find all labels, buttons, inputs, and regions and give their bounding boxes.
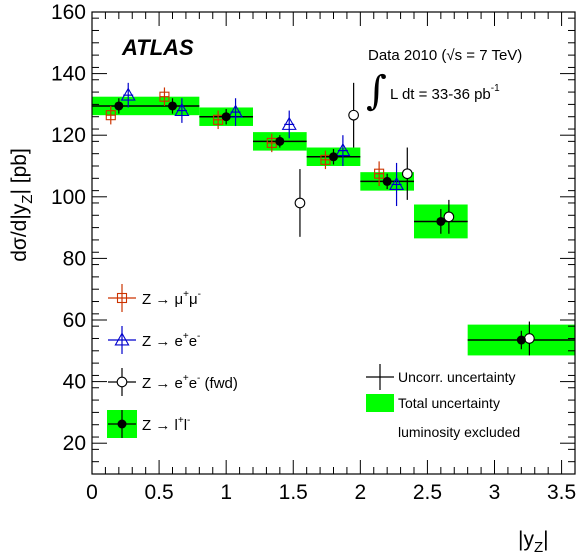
legend-uncorr-label: Uncorr. uncertainty — [398, 369, 516, 385]
filled-circle-marker — [516, 335, 526, 345]
open-circle-marker — [443, 211, 455, 223]
luminosity-text: L dt = 33-36 pb — [390, 86, 491, 103]
y-tick-label: 40 — [63, 371, 86, 394]
legend-label-main: Z → e — [142, 375, 183, 392]
x-tick-label: 0 — [86, 481, 98, 504]
y-tick-label: 20 — [63, 432, 86, 455]
legend-lumi-label: luminosity excluded — [398, 424, 520, 440]
y-tick-label: 60 — [63, 309, 86, 332]
x-axis-title-sub: Z — [534, 539, 543, 556]
integral-symbol: ∫ — [366, 68, 387, 114]
x-tick-label: 1 — [220, 481, 232, 504]
y-axis-title-sub: Z — [19, 195, 36, 204]
open-square-marker — [105, 110, 116, 121]
open-circle-marker — [116, 376, 128, 388]
x-tick-label: 3.5 — [547, 481, 576, 504]
x-tick-label: 2.5 — [413, 481, 442, 504]
legend-label-suffix: (fwd) — [200, 375, 238, 392]
filled-circle-marker — [168, 101, 177, 111]
y-tick-label: 160 — [51, 1, 86, 24]
legend-label: Z → μ+μ- — [142, 289, 201, 308]
legend-label: Z → e+e- — [142, 331, 200, 350]
axis-ticks: 0 0.5 1 1.5 2 2.5 3 3.5 20 40 60 80 100 120 140 160 — [51, 1, 576, 504]
legend-label-mid: l — [184, 417, 187, 434]
open-triangle-marker — [281, 116, 297, 130]
legend-total-swatch — [366, 394, 394, 412]
open-triangle-marker — [228, 104, 244, 118]
y-tick-label: 120 — [51, 124, 86, 147]
filled-circle-marker — [329, 152, 338, 162]
open-square-marker — [213, 114, 224, 125]
x-axis-title-end: | — [543, 528, 548, 551]
legend-label-mid: e — [189, 375, 197, 392]
legend-label-main: Z → e — [142, 333, 183, 350]
open-circle-marker — [348, 109, 359, 121]
x-tick-label: 2 — [354, 481, 366, 504]
data-annotation: Data 2010 (√s = 7 TeV) — [368, 47, 522, 64]
legend-label-main: Z → l — [142, 417, 178, 434]
legend-label: Z → l+l- — [142, 415, 190, 434]
open-triangle-marker — [174, 102, 190, 117]
y-tick-label: 100 — [51, 186, 86, 209]
y-tick-label: 140 — [51, 63, 86, 86]
x-axis-title: |yZ| — [518, 528, 549, 556]
open-square-marker — [374, 168, 385, 179]
legend-label-sup: + — [183, 373, 189, 384]
open-triangle-marker — [120, 87, 136, 101]
legend-label-sup: - — [187, 415, 190, 426]
legend-label-mid: μ — [189, 291, 198, 308]
legend-label-sup: - — [197, 331, 200, 342]
y-tick-label: 80 — [63, 247, 86, 270]
y-axis-title-end: | [pb] — [8, 148, 31, 194]
experiment-label: ATLAS — [121, 35, 194, 60]
open-square-marker — [116, 292, 128, 304]
x-tick-label: 1.5 — [279, 481, 308, 504]
data-points — [105, 82, 535, 356]
open-triangle-marker — [389, 176, 405, 190]
plot-frame — [91, 11, 576, 475]
open-circle-marker — [401, 168, 413, 180]
y-axis-title: dσ/d|yZ| [pb] — [8, 148, 36, 262]
filled-circle-marker — [221, 112, 231, 122]
legend-label-sup: + — [178, 415, 184, 426]
legend-label-sup: + — [183, 289, 189, 300]
open-triangle-marker — [335, 142, 351, 157]
open-triangle-marker — [114, 332, 130, 346]
filled-circle-marker — [275, 136, 285, 146]
legend-label-sup: - — [197, 373, 200, 384]
legend-label-sup: + — [183, 331, 189, 342]
filled-circle-marker — [114, 101, 124, 111]
legend-total-label: Total uncertainty — [398, 395, 500, 411]
filled-circle-marker — [382, 176, 392, 186]
filled-circle-marker — [117, 419, 127, 429]
open-square-marker — [320, 154, 331, 165]
legend-label-main: Z → μ — [142, 291, 183, 308]
legend-label: Z → e+e- (fwd) — [142, 373, 238, 392]
luminosity-sup: -1 — [491, 83, 500, 94]
legend-label-sup: - — [198, 289, 201, 300]
open-circle-marker — [524, 333, 535, 344]
filled-circle-marker — [436, 216, 446, 226]
x-tick-label: 0.5 — [144, 481, 173, 504]
open-circle-marker — [294, 197, 306, 209]
legend: Z → μ+μ-Z → e+e-Z → e+e- (fwd)Z → l+l-Un… — [107, 284, 520, 440]
x-tick-label: 3 — [489, 481, 501, 504]
y-axis-title-main: dσ/d|y — [8, 203, 31, 262]
open-square-marker — [159, 91, 170, 102]
legend-label-mid: e — [189, 333, 197, 350]
plot-border — [91, 11, 576, 475]
x-axis-title-main: |y — [518, 528, 534, 551]
luminosity-annotation: L dt = 33-36 pb-1 — [390, 83, 500, 103]
total-uncertainty-bands — [92, 96, 575, 356]
